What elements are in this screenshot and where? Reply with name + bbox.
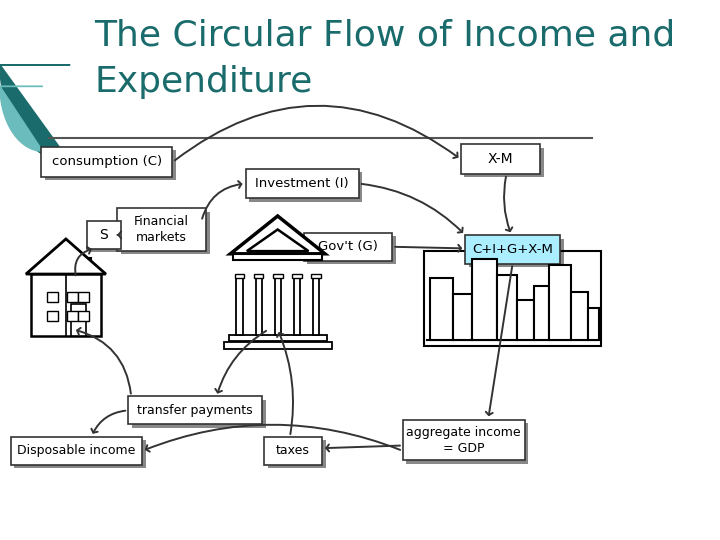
Polygon shape <box>253 274 264 278</box>
FancyBboxPatch shape <box>132 400 266 428</box>
Polygon shape <box>236 278 243 335</box>
Text: Expenditure: Expenditure <box>94 65 313 99</box>
Polygon shape <box>235 274 244 278</box>
Polygon shape <box>588 308 598 340</box>
FancyBboxPatch shape <box>128 396 262 424</box>
Text: consumption (C): consumption (C) <box>52 156 162 168</box>
Polygon shape <box>294 278 300 335</box>
FancyBboxPatch shape <box>402 420 525 460</box>
FancyBboxPatch shape <box>91 224 124 252</box>
FancyBboxPatch shape <box>14 440 145 468</box>
Text: S: S <box>99 228 108 242</box>
Text: Financial
markets: Financial markets <box>134 215 189 244</box>
FancyBboxPatch shape <box>465 235 560 264</box>
Text: X-M: X-M <box>487 152 513 166</box>
FancyBboxPatch shape <box>406 423 528 463</box>
FancyBboxPatch shape <box>268 440 325 468</box>
Polygon shape <box>431 278 454 340</box>
Text: Investment (I): Investment (I) <box>256 177 349 190</box>
FancyBboxPatch shape <box>304 233 392 261</box>
Text: transfer payments: transfer payments <box>138 404 253 417</box>
FancyBboxPatch shape <box>469 239 564 267</box>
FancyBboxPatch shape <box>121 212 210 254</box>
Polygon shape <box>47 311 58 321</box>
Text: Disposable income: Disposable income <box>17 444 135 457</box>
Polygon shape <box>570 292 588 340</box>
Polygon shape <box>31 274 101 336</box>
Polygon shape <box>71 303 86 336</box>
Polygon shape <box>472 259 498 340</box>
Polygon shape <box>67 292 78 302</box>
Polygon shape <box>534 286 549 340</box>
Text: The Circular Flow of Income and: The Circular Flow of Income and <box>94 19 676 53</box>
Polygon shape <box>81 258 91 269</box>
Polygon shape <box>274 278 281 335</box>
Polygon shape <box>78 311 89 321</box>
Polygon shape <box>224 342 332 349</box>
Polygon shape <box>549 265 570 340</box>
FancyBboxPatch shape <box>307 236 396 264</box>
Polygon shape <box>0 86 42 151</box>
Polygon shape <box>26 239 106 274</box>
Polygon shape <box>47 292 58 302</box>
Text: taxes: taxes <box>276 444 310 457</box>
Polygon shape <box>247 230 308 251</box>
Polygon shape <box>256 278 261 335</box>
Polygon shape <box>228 335 327 341</box>
Polygon shape <box>78 292 89 302</box>
Polygon shape <box>517 300 534 340</box>
Polygon shape <box>498 275 517 340</box>
FancyBboxPatch shape <box>246 168 359 198</box>
FancyBboxPatch shape <box>11 437 142 465</box>
Polygon shape <box>273 274 282 278</box>
Text: aggregate income
= GDP: aggregate income = GDP <box>407 426 521 455</box>
Polygon shape <box>233 254 322 260</box>
Polygon shape <box>67 311 78 321</box>
Text: Gov't (G): Gov't (G) <box>318 240 378 253</box>
Polygon shape <box>312 278 319 335</box>
Polygon shape <box>292 274 302 278</box>
Polygon shape <box>311 274 320 278</box>
Polygon shape <box>0 65 70 162</box>
Polygon shape <box>230 216 325 254</box>
FancyBboxPatch shape <box>87 221 120 249</box>
FancyBboxPatch shape <box>264 437 322 465</box>
FancyBboxPatch shape <box>41 147 172 177</box>
FancyBboxPatch shape <box>117 208 206 251</box>
Polygon shape <box>454 294 472 340</box>
Text: C+I+G+X-M: C+I+G+X-M <box>472 243 553 256</box>
FancyBboxPatch shape <box>249 172 362 201</box>
FancyBboxPatch shape <box>464 147 544 177</box>
FancyBboxPatch shape <box>45 150 176 180</box>
FancyBboxPatch shape <box>461 144 540 174</box>
